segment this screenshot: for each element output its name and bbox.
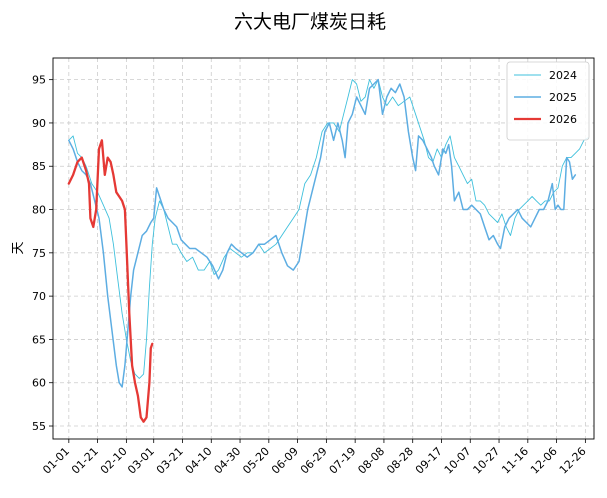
legend-label: 2026 [549, 113, 577, 126]
series-layer [67, 78, 589, 423]
x-tick-label: 03-21 [154, 445, 186, 477]
x-tick-label: 11-16 [499, 445, 531, 477]
y-axis-label: 天 [11, 241, 26, 254]
y-tick-label: 60 [32, 377, 46, 390]
y-tick-label: 75 [32, 247, 46, 260]
legend: 2024 2025 2026 [506, 61, 590, 141]
x-tick-label: 12-26 [557, 445, 589, 477]
x-tick-label: 01-21 [69, 445, 101, 477]
series-line-2024 [68, 79, 589, 379]
y-tick-label: 55 [32, 420, 46, 433]
y-tick-label: 65 [32, 333, 46, 346]
legend-box [506, 61, 590, 141]
plot-frame [52, 57, 595, 440]
x-tick-label: 09-17 [413, 445, 445, 477]
x-tick-label: 12-06 [528, 445, 560, 477]
x-tick-label: 07-19 [327, 445, 359, 477]
chart-title: 六大电厂煤炭日耗 [234, 11, 386, 33]
legend-label: 2025 [549, 91, 577, 104]
x-tick-label: 08-08 [355, 445, 387, 477]
x-tick-label: 06-29 [298, 445, 330, 477]
x-tick-label: 10-07 [442, 445, 474, 477]
x-tick-label: 04-10 [183, 445, 215, 477]
axis-layer: 55 60 65 70 75 80 85 90 95 01-0101-2102-1003-0103… [32, 74, 589, 477]
x-tick-label: 06-09 [269, 445, 301, 477]
grid-layer [53, 58, 594, 439]
x-tick-label: 02-10 [98, 445, 130, 477]
x-tick-label: 01-01 [40, 445, 72, 477]
y-tick-label: 80 [32, 204, 46, 217]
series-line-2025 [68, 78, 577, 388]
y-tick-label: 70 [32, 290, 46, 303]
series-line-2026 [67, 139, 154, 423]
x-tick-label: 04-30 [212, 445, 244, 477]
x-tick-label: 03-01 [125, 445, 157, 477]
y-tick-label: 90 [32, 117, 46, 130]
x-tick-label: 10-27 [471, 445, 503, 477]
x-tick-label: 08-28 [384, 445, 416, 477]
y-tick-label: 85 [32, 160, 46, 173]
x-tick-label: 05-20 [240, 445, 272, 477]
legend-label: 2024 [549, 69, 577, 82]
y-tick-label: 95 [32, 74, 46, 87]
